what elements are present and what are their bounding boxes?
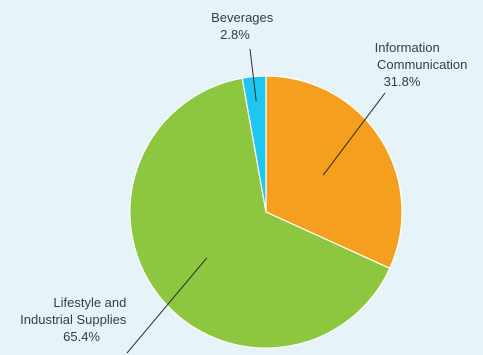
lifestyle-industrial-label: Lifestyle and Industrial Supplies 65.4% — [20, 295, 130, 344]
beverages-label: Beverages 2.8% — [211, 10, 277, 42]
beverages-value-label: 2.8% — [220, 27, 250, 42]
lifestyle-industrial-slice — [129, 77, 391, 349]
lifestyle-industrial-label-line-2: Industrial Supplies — [20, 312, 127, 327]
information-communication-value-label: 31.8% — [384, 74, 421, 89]
lifestyle-industrial-value-label: 65.4% — [63, 329, 100, 344]
leader-lines — [126, 48, 386, 354]
beverages-slice — [241, 75, 267, 213]
lifestyle-industrial-leader-line — [126, 257, 208, 354]
information-communication-leader-line — [322, 92, 386, 176]
lifestyle-industrial-label-line-1: Lifestyle and — [53, 295, 126, 310]
pie-slices — [129, 75, 403, 349]
beverages-label-line: Beverages — [211, 10, 274, 25]
information-communication-label: Information Communication 31.8% — [375, 40, 471, 89]
beverages-leader-line — [249, 48, 257, 101]
information-communication-slice — [265, 75, 403, 270]
information-communication-label-line-1: Information — [375, 40, 440, 55]
information-communication-label-line-2: Communication — [377, 57, 467, 72]
